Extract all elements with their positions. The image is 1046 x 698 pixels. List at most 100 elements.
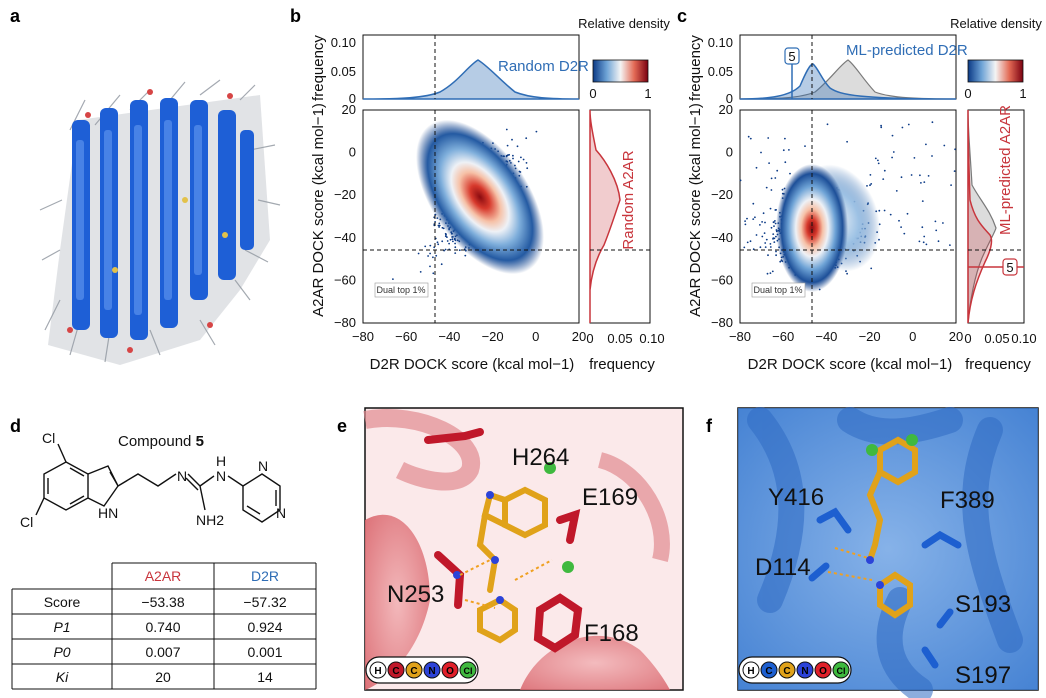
- svg-text:O: O: [446, 666, 454, 677]
- svg-text:C: C: [783, 666, 790, 677]
- scatter-point: [429, 252, 431, 255]
- svg-text:−53.38: −53.38: [141, 594, 184, 610]
- y-tick-label: −40: [334, 230, 356, 245]
- x-tick-label: −40: [438, 329, 460, 344]
- scatter-point: [764, 246, 767, 249]
- x-tick-label: −80: [352, 329, 374, 344]
- svg-text:frequency: frequency: [687, 35, 704, 101]
- scatter-point: [446, 236, 448, 239]
- y-tick-label: −60: [711, 272, 733, 287]
- svg-text:H264: H264: [512, 444, 569, 471]
- compound-5-atoms: Cl Cl HN N H N NH2 N N: [20, 430, 286, 530]
- scatter-point: [891, 156, 893, 159]
- scatter-point: [869, 184, 871, 187]
- c-side-series-label: ML-predicted A2AR: [997, 105, 1014, 235]
- b-ylabel: A2AR DOCK score (kcal mol−1): [310, 103, 327, 317]
- scatter-point: [895, 190, 898, 192]
- svg-text:Cl: Cl: [837, 666, 846, 676]
- scatter-point: [739, 179, 742, 182]
- panel-label-c: c: [677, 6, 687, 26]
- scatter-point: [436, 241, 439, 244]
- scatter-point: [438, 226, 440, 228]
- svg-text:C: C: [392, 666, 399, 677]
- scatter-point: [950, 184, 952, 187]
- svg-text:N253: N253: [387, 581, 444, 608]
- scatter-point: [774, 222, 777, 225]
- b-scatter: Dual top 1% −80 −60 −40 −20 0 20 −80 −60 −40 −20 0…: [334, 102, 586, 344]
- scatter-point: [782, 149, 785, 152]
- scatter-point: [769, 207, 772, 210]
- svg-text:0.001: 0.001: [247, 644, 282, 660]
- scatter-point: [846, 272, 848, 275]
- scatter-point: [900, 226, 902, 229]
- svg-text:−57.32: −57.32: [243, 594, 286, 610]
- svg-text:0.10: 0.10: [639, 331, 664, 346]
- scatter-point: [921, 226, 924, 229]
- svg-text:0: 0: [586, 331, 593, 346]
- compound-table: A2AR D2R Score −53.38 −57.32 P1 0.740 0.…: [11, 562, 317, 690]
- scatter-point: [846, 140, 848, 143]
- scatter-point: [773, 225, 775, 228]
- scatter-point: [877, 159, 879, 162]
- scatter-point: [898, 219, 900, 222]
- scatter-point: [781, 188, 784, 191]
- e-binding-site: H264 E169 N253 F168 H C C N O Cl: [363, 407, 684, 691]
- scatter-point: [804, 145, 806, 148]
- svg-text:0: 0: [349, 91, 356, 106]
- svg-text:Cl: Cl: [464, 666, 473, 676]
- scatter-point: [392, 278, 394, 280]
- scatter-point: [454, 252, 457, 255]
- scatter-point: [511, 138, 513, 141]
- scatter-point: [870, 183, 873, 185]
- scatter-point: [454, 242, 456, 245]
- scatter-point: [427, 255, 429, 257]
- scatter-point: [774, 220, 776, 222]
- f-atom-legend: H C C N O Cl: [738, 656, 852, 684]
- y-tick-label: 0: [349, 145, 356, 160]
- scatter-point: [444, 248, 447, 251]
- scatter-point: [768, 162, 770, 165]
- svg-text:P1: P1: [53, 619, 70, 635]
- scatter-point: [772, 233, 775, 236]
- scatter-point: [763, 232, 766, 235]
- scatter-point: [767, 254, 769, 257]
- x-tick-label: −20: [482, 329, 504, 344]
- panel-label-b: b: [290, 6, 301, 26]
- svg-text:0: 0: [726, 91, 733, 106]
- scatter-point: [452, 240, 454, 243]
- svg-text:20: 20: [155, 669, 171, 685]
- scatter-point: [438, 224, 441, 227]
- protein-structure-a: [39, 79, 281, 365]
- scatter-point: [891, 134, 894, 137]
- e-atom-legend: H C C N O Cl: [365, 656, 479, 684]
- svg-text:N: N: [428, 666, 435, 677]
- svg-text:0.05: 0.05: [607, 331, 632, 346]
- svg-text:HN: HN: [98, 505, 118, 521]
- svg-text:14: 14: [257, 669, 273, 685]
- svg-text:P0: P0: [53, 644, 70, 660]
- x-tick-label: −60: [395, 329, 417, 344]
- scatter-point: [448, 242, 450, 245]
- scatter-point: [759, 246, 762, 249]
- scatter-point: [907, 123, 910, 126]
- svg-text:0: 0: [964, 331, 971, 346]
- y-tick-label: 20: [719, 102, 733, 117]
- y-tick-label: −40: [711, 230, 733, 245]
- scatter-point: [520, 156, 522, 159]
- scatter-point: [522, 158, 525, 161]
- scatter-point: [441, 240, 444, 243]
- scatter-point: [934, 220, 937, 223]
- svg-text:5: 5: [1006, 260, 1013, 275]
- scatter-point: [432, 272, 435, 275]
- table-header-d2: D2R: [251, 568, 279, 584]
- scatter-point: [866, 185, 868, 187]
- svg-text:S193: S193: [955, 591, 1011, 618]
- scatter-point: [913, 157, 916, 159]
- svg-text:0.007: 0.007: [145, 644, 180, 660]
- svg-text:Cl: Cl: [42, 430, 55, 446]
- scatter-point: [744, 220, 746, 223]
- panel-label-a: a: [10, 6, 21, 26]
- scatter-point: [769, 272, 772, 274]
- scatter-point: [437, 224, 440, 227]
- svg-text:Compound 5: Compound 5: [118, 433, 204, 450]
